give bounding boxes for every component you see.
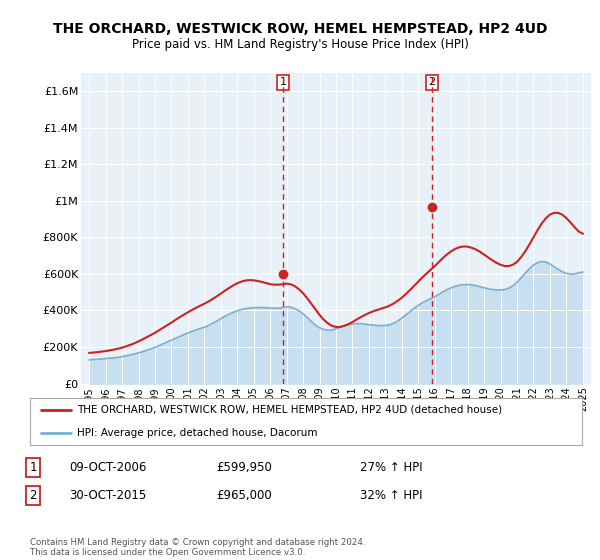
- Text: £965,000: £965,000: [216, 489, 272, 502]
- Text: 1: 1: [280, 77, 287, 87]
- Text: 09-OCT-2006: 09-OCT-2006: [69, 461, 146, 474]
- Text: 2: 2: [428, 77, 436, 87]
- Text: HPI: Average price, detached house, Dacorum: HPI: Average price, detached house, Daco…: [77, 428, 317, 438]
- Text: 32% ↑ HPI: 32% ↑ HPI: [360, 489, 422, 502]
- Text: THE ORCHARD, WESTWICK ROW, HEMEL HEMPSTEAD, HP2 4UD: THE ORCHARD, WESTWICK ROW, HEMEL HEMPSTE…: [53, 22, 547, 36]
- Text: Contains HM Land Registry data © Crown copyright and database right 2024.
This d: Contains HM Land Registry data © Crown c…: [30, 538, 365, 557]
- Text: 2: 2: [29, 489, 37, 502]
- Text: THE ORCHARD, WESTWICK ROW, HEMEL HEMPSTEAD, HP2 4UD (detached house): THE ORCHARD, WESTWICK ROW, HEMEL HEMPSTE…: [77, 404, 502, 414]
- Text: 27% ↑ HPI: 27% ↑ HPI: [360, 461, 422, 474]
- Text: Price paid vs. HM Land Registry's House Price Index (HPI): Price paid vs. HM Land Registry's House …: [131, 38, 469, 51]
- Text: 30-OCT-2015: 30-OCT-2015: [69, 489, 146, 502]
- Text: £599,950: £599,950: [216, 461, 272, 474]
- Text: 1: 1: [29, 461, 37, 474]
